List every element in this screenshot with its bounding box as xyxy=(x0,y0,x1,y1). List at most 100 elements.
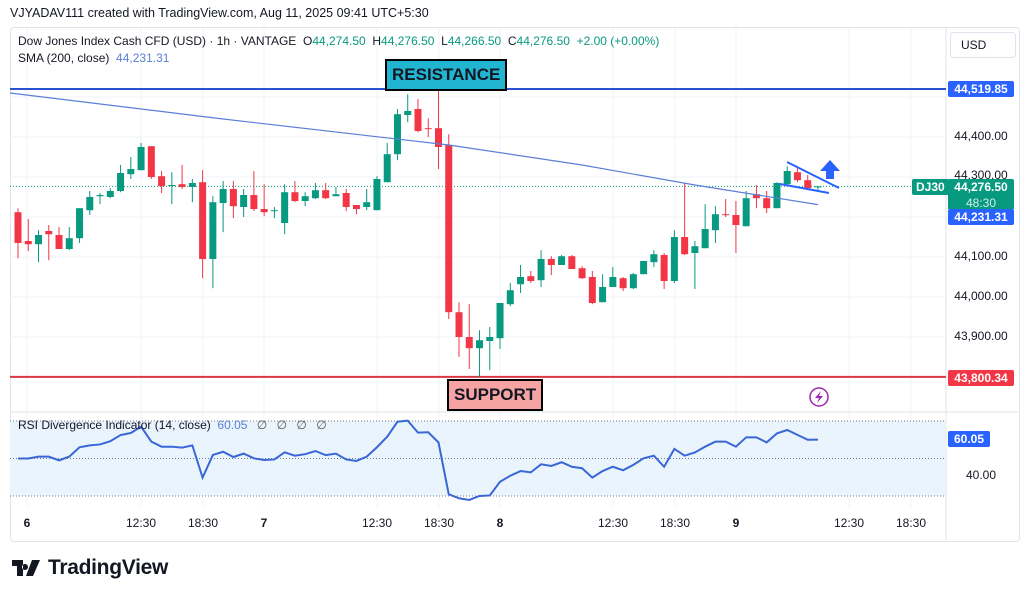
time-axis-tick: 8 xyxy=(496,516,504,530)
trendline-lower xyxy=(779,183,830,194)
candle-up xyxy=(209,202,217,259)
sma-value: 44,231.31 xyxy=(116,51,170,65)
candle-up xyxy=(301,196,309,201)
candle-up xyxy=(363,202,371,207)
open-label: O xyxy=(302,34,313,48)
sma-price-label: 44,231.31 xyxy=(948,209,1014,225)
candle-down xyxy=(24,241,32,245)
candle-up xyxy=(506,290,514,305)
rsi-legend[interactable]: RSI Divergence Indicator (14, close) 60.… xyxy=(18,418,327,432)
sma-legend[interactable]: SMA (200, close) 44,231.31 xyxy=(18,51,169,65)
time-axis-tick: 12:30 xyxy=(597,516,629,530)
lightning-icon xyxy=(809,387,829,407)
sma-label: SMA (200, close) xyxy=(18,51,110,65)
price-axis-tick: 44,300.00 xyxy=(954,168,1008,182)
candle-down xyxy=(352,205,360,209)
rsi-label: RSI Divergence Indicator (14, close) xyxy=(18,418,211,432)
candle-up xyxy=(240,195,248,207)
candle-up xyxy=(609,277,617,287)
candle-down xyxy=(804,180,812,189)
bar-countdown: 48:30 xyxy=(965,196,997,210)
candle-up xyxy=(86,197,94,211)
rsi-extra: ∅ xyxy=(296,418,307,432)
rsi-line xyxy=(18,419,818,501)
high-label: H xyxy=(372,34,382,48)
candle-down xyxy=(619,278,627,289)
candle-up xyxy=(701,229,709,249)
time-axis-tick: 18:30 xyxy=(659,516,691,530)
candle-up xyxy=(35,235,43,245)
time-axis-tick: 6 xyxy=(23,516,31,530)
symbol-legend[interactable]: Dow Jones Index Cash CFD (USD) · 1h · VA… xyxy=(18,34,659,48)
candle-up xyxy=(640,261,648,275)
candle-up xyxy=(219,189,227,203)
candle-down xyxy=(260,209,268,213)
candle-up xyxy=(486,337,494,341)
candle-down xyxy=(732,215,740,225)
high-value: 44,276.50 xyxy=(381,34,435,48)
candle-up xyxy=(373,179,381,211)
chart-credit: VJYADAV111 created with TradingView.com,… xyxy=(10,6,429,20)
candle-up xyxy=(96,195,104,197)
candle-up xyxy=(670,237,678,281)
price-axis-tick: 43,900.00 xyxy=(954,329,1008,343)
candle-up xyxy=(773,183,781,209)
candle-down xyxy=(588,277,596,303)
candle-up xyxy=(650,254,658,263)
logo-text: TradingView xyxy=(48,556,169,579)
candle-up xyxy=(393,114,401,155)
price-axis-tick: 44,400.00 xyxy=(954,129,1008,143)
time-axis-tick: 7 xyxy=(260,516,268,530)
low-value: 44,266.50 xyxy=(447,34,502,48)
candle-up xyxy=(691,246,699,253)
currency-button[interactable]: USD xyxy=(950,32,1016,58)
time-axis-tick: 12:30 xyxy=(125,516,157,530)
candle-down xyxy=(414,109,422,131)
time-axis-tick: 9 xyxy=(732,516,740,530)
candle-down xyxy=(455,312,463,337)
candle-up xyxy=(332,194,340,197)
tradingview-logo-icon xyxy=(12,560,40,576)
candle-down xyxy=(568,256,576,269)
candle-down xyxy=(578,268,586,279)
candle-up xyxy=(168,185,176,186)
chart-frame xyxy=(10,27,1020,542)
rsi-extra: ∅ xyxy=(276,418,288,432)
candle-down xyxy=(199,182,207,259)
candle-up xyxy=(742,198,750,227)
candle-up xyxy=(127,169,135,175)
candle-up xyxy=(517,277,525,285)
time-axis-tick: 18:30 xyxy=(187,516,219,530)
candle-down xyxy=(322,190,330,199)
candle-up xyxy=(65,238,73,249)
candle-down xyxy=(434,128,442,147)
candle-down xyxy=(250,195,258,209)
candle-down xyxy=(793,172,801,181)
candle-down xyxy=(45,231,53,235)
candle-up xyxy=(711,214,719,231)
time-axis-tick: 18:30 xyxy=(423,516,455,530)
candle-down xyxy=(752,194,760,199)
candle-up xyxy=(270,210,278,212)
resistance-annotation[interactable]: RESISTANCE xyxy=(385,59,508,91)
candle-up xyxy=(106,191,114,197)
candle-down xyxy=(465,337,473,349)
lightning-bolt xyxy=(815,391,823,403)
last-price: 44,276.50 xyxy=(954,180,1008,194)
candle-down xyxy=(158,176,166,187)
time-axis-tick: 18:30 xyxy=(895,516,927,530)
candle-down xyxy=(445,145,453,313)
candle-up xyxy=(281,192,289,223)
candle-up xyxy=(383,154,391,183)
rsi-extra: ∅ xyxy=(256,418,268,432)
rsi-value: 60.05 xyxy=(217,418,248,432)
candle-up xyxy=(476,340,484,349)
candle-down xyxy=(229,189,237,207)
candle-down xyxy=(342,193,350,207)
support-annotation[interactable]: SUPPORT xyxy=(447,379,544,411)
candle-up xyxy=(311,190,319,199)
tradingview-logo[interactable]: TradingView xyxy=(12,556,168,580)
candle-up xyxy=(117,173,125,191)
rsi-value-label: 60.05 xyxy=(948,431,990,447)
